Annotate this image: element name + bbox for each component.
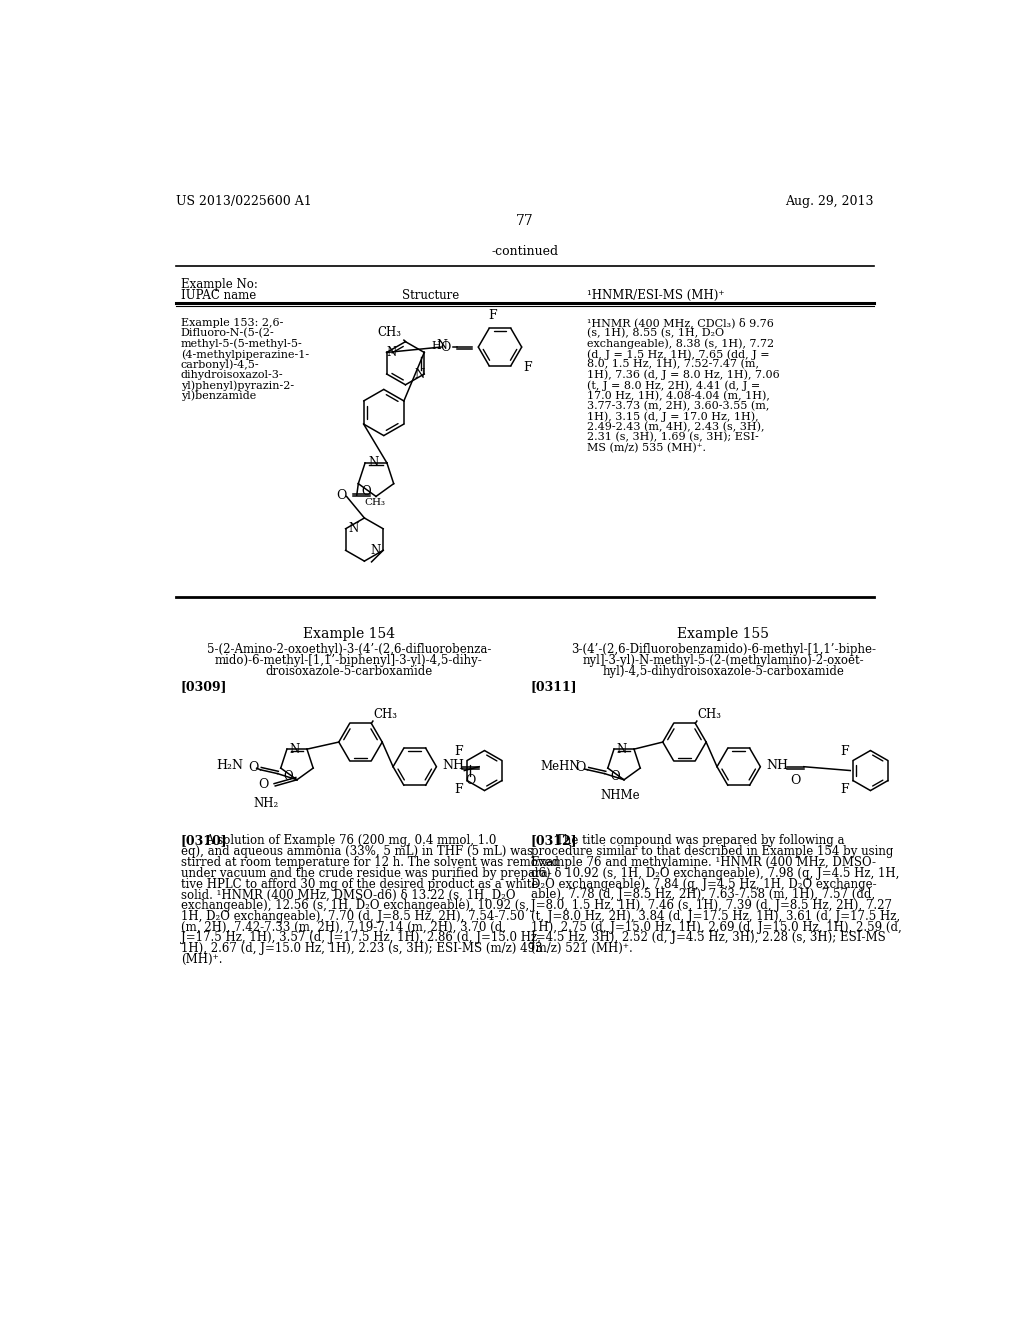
Text: NH₂: NH₂ <box>253 797 279 809</box>
Text: O: O <box>610 770 620 783</box>
Text: NH: NH <box>442 759 465 772</box>
Text: procedure similar to that described in Example 154 by using: procedure similar to that described in E… <box>531 845 893 858</box>
Text: N: N <box>387 346 397 359</box>
Text: D₂O exchangeable), 7.84 (q, J=4.5 Hz, 1H, D₂O exchange-: D₂O exchangeable), 7.84 (q, J=4.5 Hz, 1H… <box>531 878 877 891</box>
Text: N: N <box>348 523 358 536</box>
Text: yl)benzamide: yl)benzamide <box>180 391 256 401</box>
Text: Aug. 29, 2013: Aug. 29, 2013 <box>785 195 873 209</box>
Text: [0310]: [0310] <box>180 834 227 847</box>
Text: tive HPLC to afford 30 mg of the desired product as a white: tive HPLC to afford 30 mg of the desired… <box>180 878 538 891</box>
Text: Difluoro-N-(5-(2-: Difluoro-N-(5-(2- <box>180 329 274 338</box>
Text: J=17.5 Hz, 1H), 3.57 (d, J=17.5 Hz, 1H), 2.86 (d, J=15.0 Hz,: J=17.5 Hz, 1H), 3.57 (d, J=17.5 Hz, 1H),… <box>180 932 541 945</box>
Text: mido)-6-methyl-[1,1’-biphenyl]-3-yl)-4,5-dihy-: mido)-6-methyl-[1,1’-biphenyl]-3-yl)-4,5… <box>215 655 482 668</box>
Text: Example 155: Example 155 <box>677 627 769 640</box>
Text: O: O <box>575 760 586 774</box>
Text: 5-(2-Amino-2-oxoethyl)-3-(4’-(2,6-difluorobenza-: 5-(2-Amino-2-oxoethyl)-3-(4’-(2,6-difluo… <box>207 644 492 656</box>
Text: MeHN: MeHN <box>541 760 580 774</box>
Text: (4-methylpiperazine-1-: (4-methylpiperazine-1- <box>180 348 309 359</box>
Text: 17.0 Hz, 1H), 4.08-4.04 (m, 1H),: 17.0 Hz, 1H), 4.08-4.04 (m, 1H), <box>587 391 770 401</box>
Text: N: N <box>371 544 381 557</box>
Text: O: O <box>248 760 258 774</box>
Text: 77: 77 <box>516 214 534 228</box>
Text: under vacuum and the crude residue was purified by prepara-: under vacuum and the crude residue was p… <box>180 867 552 880</box>
Text: 2.49-2.43 (m, 4H), 2.43 (s, 3H),: 2.49-2.43 (m, 4H), 2.43 (s, 3H), <box>587 422 764 432</box>
Text: [0312]: [0312] <box>531 834 578 847</box>
Text: Example 76 and methylamine. ¹HNMR (400 MHz, DMSO-: Example 76 and methylamine. ¹HNMR (400 M… <box>531 857 876 869</box>
Text: nyl]-3-yl)-N-methyl-5-(2-(methylamino)-2-oxoet-: nyl]-3-yl)-N-methyl-5-(2-(methylamino)-2… <box>583 655 864 668</box>
Text: 1H), 7.36 (d, J = 8.0 Hz, 1H), 7.06: 1H), 7.36 (d, J = 8.0 Hz, 1H), 7.06 <box>587 370 779 380</box>
Text: O: O <box>336 490 346 502</box>
Text: N: N <box>289 743 299 755</box>
Text: F: F <box>523 360 532 374</box>
Text: (s, 1H), 8.55 (s, 1H, D₂O: (s, 1H), 8.55 (s, 1H, D₂O <box>587 329 724 338</box>
Text: (d, J = 1.5 Hz, 1H), 7.65 (dd, J =: (d, J = 1.5 Hz, 1H), 7.65 (dd, J = <box>587 348 769 359</box>
Text: (t, J=8.0 Hz, 2H), 3.84 (d, J=17.5 Hz, 1H), 3.61 (d, J=17.5 Hz,: (t, J=8.0 Hz, 2H), 3.84 (d, J=17.5 Hz, 1… <box>531 909 900 923</box>
Text: NH: NH <box>767 759 788 772</box>
Text: [0309]: [0309] <box>180 680 227 693</box>
Text: MS (m/z) 535 (MH)⁺.: MS (m/z) 535 (MH)⁺. <box>587 442 706 453</box>
Text: H: H <box>431 341 441 351</box>
Text: (m/z) 521 (MH)⁺.: (m/z) 521 (MH)⁺. <box>531 942 633 956</box>
Text: able), 7.78 (d, J=8.5 Hz, 2H), 7.63-7.58 (m, 1H), 7.57 (dd,: able), 7.78 (d, J=8.5 Hz, 2H), 7.63-7.58… <box>531 888 876 902</box>
Text: Structure: Structure <box>401 289 459 302</box>
Text: CH₃: CH₃ <box>374 708 397 721</box>
Text: F: F <box>841 783 849 796</box>
Text: CH₃: CH₃ <box>365 498 385 507</box>
Text: droisoxazole-5-carboxamide: droisoxazole-5-carboxamide <box>265 665 432 678</box>
Text: N: N <box>369 457 379 470</box>
Text: F: F <box>455 783 463 796</box>
Text: exchangeable), 8.38 (s, 1H), 7.72: exchangeable), 8.38 (s, 1H), 7.72 <box>587 339 774 350</box>
Text: solid. ¹HNMR (400 MHz, DMSO-d6) δ 13.22 (s, 1H, D₂O: solid. ¹HNMR (400 MHz, DMSO-d6) δ 13.22 … <box>180 888 515 902</box>
Text: -continued: -continued <box>492 244 558 257</box>
Text: stirred at room temperature for 12 h. The solvent was removed: stirred at room temperature for 12 h. Th… <box>180 857 559 869</box>
Text: ¹HNMR/ESI-MS (MH)⁺: ¹HNMR/ESI-MS (MH)⁺ <box>587 289 724 302</box>
Text: dihydroisoxazol-3-: dihydroisoxazol-3- <box>180 370 284 380</box>
Text: 2.31 (s, 3H), 1.69 (s, 3H); ESI-: 2.31 (s, 3H), 1.69 (s, 3H); ESI- <box>587 432 759 442</box>
Text: hyl)-4,5-dihydroisoxazole-5-carboxamide: hyl)-4,5-dihydroisoxazole-5-carboxamide <box>602 665 844 678</box>
Text: 1H), 3.15 (d, J = 17.0 Hz, 1H),: 1H), 3.15 (d, J = 17.0 Hz, 1H), <box>587 412 759 422</box>
Text: ¹HNMR (400 MHz, CDCl₃) δ 9.76: ¹HNMR (400 MHz, CDCl₃) δ 9.76 <box>587 318 774 329</box>
Text: O: O <box>440 342 451 354</box>
Text: O: O <box>791 775 801 788</box>
Text: H₂N: H₂N <box>216 759 244 772</box>
Text: Example 153: 2,6-: Example 153: 2,6- <box>180 318 283 327</box>
Text: (m, 2H), 7.42-7.33 (m, 2H), 7.19-7.14 (m, 2H), 3.70 (d,: (m, 2H), 7.42-7.33 (m, 2H), 7.19-7.14 (m… <box>180 921 506 933</box>
Text: CH₃: CH₃ <box>697 708 722 721</box>
Text: N: N <box>414 367 424 380</box>
Text: J=4.5 Hz, 3H), 2.52 (d, J=4.5 Hz, 3H), 2.28 (s, 3H); ESI-MS: J=4.5 Hz, 3H), 2.52 (d, J=4.5 Hz, 3H), 2… <box>531 932 886 945</box>
Text: Example No:: Example No: <box>180 277 258 290</box>
Text: N: N <box>436 339 447 352</box>
Text: eq), and aqueous ammonia (33%, 5 mL) in THF (5 mL) was: eq), and aqueous ammonia (33%, 5 mL) in … <box>180 845 532 858</box>
Text: NHMe: NHMe <box>600 789 640 803</box>
Text: The title compound was prepared by following a: The title compound was prepared by follo… <box>556 834 845 847</box>
Text: [0311]: [0311] <box>531 680 578 693</box>
Text: 3-(4’-(2,6-Difluorobenzamido)-6-methyl-[1,1’-biphe-: 3-(4’-(2,6-Difluorobenzamido)-6-methyl-[… <box>570 644 876 656</box>
Text: J=8.0, 1.5 Hz, 1H), 7.46 (s, 1H), 7.39 (d, J=8.5 Hz, 2H), 7.27: J=8.0, 1.5 Hz, 1H), 7.46 (s, 1H), 7.39 (… <box>531 899 892 912</box>
Text: exchangeable), 12.56 (s, 1H, D₂O exchangeable), 10.92 (s,: exchangeable), 12.56 (s, 1H, D₂O exchang… <box>180 899 528 912</box>
Text: methyl-5-(5-methyl-5-: methyl-5-(5-methyl-5- <box>180 339 302 350</box>
Text: (MH)⁺.: (MH)⁺. <box>180 953 222 966</box>
Text: 8.0, 1.5 Hz, 1H), 7.52-7.47 (m,: 8.0, 1.5 Hz, 1H), 7.52-7.47 (m, <box>587 359 759 370</box>
Text: O: O <box>283 770 293 783</box>
Text: 1H), 2.67 (d, J=15.0 Hz, 1H), 2.23 (s, 3H); ESI-MS (m/z) 493: 1H), 2.67 (d, J=15.0 Hz, 1H), 2.23 (s, 3… <box>180 942 543 956</box>
Text: O: O <box>361 486 371 498</box>
Text: F: F <box>841 746 849 758</box>
Text: F: F <box>455 746 463 758</box>
Text: O: O <box>259 777 269 791</box>
Text: O: O <box>465 775 476 788</box>
Text: 1H, D₂O exchangeable), 7.70 (d, J=8.5 Hz, 2H), 7.54-7.50: 1H, D₂O exchangeable), 7.70 (d, J=8.5 Hz… <box>180 909 524 923</box>
Text: A solution of Example 76 (200 mg, 0.4 mmol, 1.0: A solution of Example 76 (200 mg, 0.4 mm… <box>206 834 497 847</box>
Text: IUPAC name: IUPAC name <box>180 289 256 302</box>
Text: CH₃: CH₃ <box>378 326 401 339</box>
Text: 1H), 2.75 (d, J=15.0 Hz, 1H), 2.69 (d, J=15.0 Hz, 1H), 2.59 (d,: 1H), 2.75 (d, J=15.0 Hz, 1H), 2.69 (d, J… <box>531 921 902 933</box>
Text: Example 154: Example 154 <box>303 627 395 640</box>
Text: yl)phenyl)pyrazin-2-: yl)phenyl)pyrazin-2- <box>180 380 294 391</box>
Text: carbonyl)-4,5-: carbonyl)-4,5- <box>180 359 259 370</box>
Text: F: F <box>488 309 497 322</box>
Text: (t, J = 8.0 Hz, 2H), 4.41 (d, J =: (t, J = 8.0 Hz, 2H), 4.41 (d, J = <box>587 380 760 391</box>
Text: d6) δ 10.92 (s, 1H, D₂O exchangeable), 7.98 (q, J=4.5 Hz, 1H,: d6) δ 10.92 (s, 1H, D₂O exchangeable), 7… <box>531 867 899 880</box>
Text: 3.77-3.73 (m, 2H), 3.60-3.55 (m,: 3.77-3.73 (m, 2H), 3.60-3.55 (m, <box>587 401 769 412</box>
Text: N: N <box>616 743 627 755</box>
Text: US 2013/0225600 A1: US 2013/0225600 A1 <box>176 195 311 209</box>
